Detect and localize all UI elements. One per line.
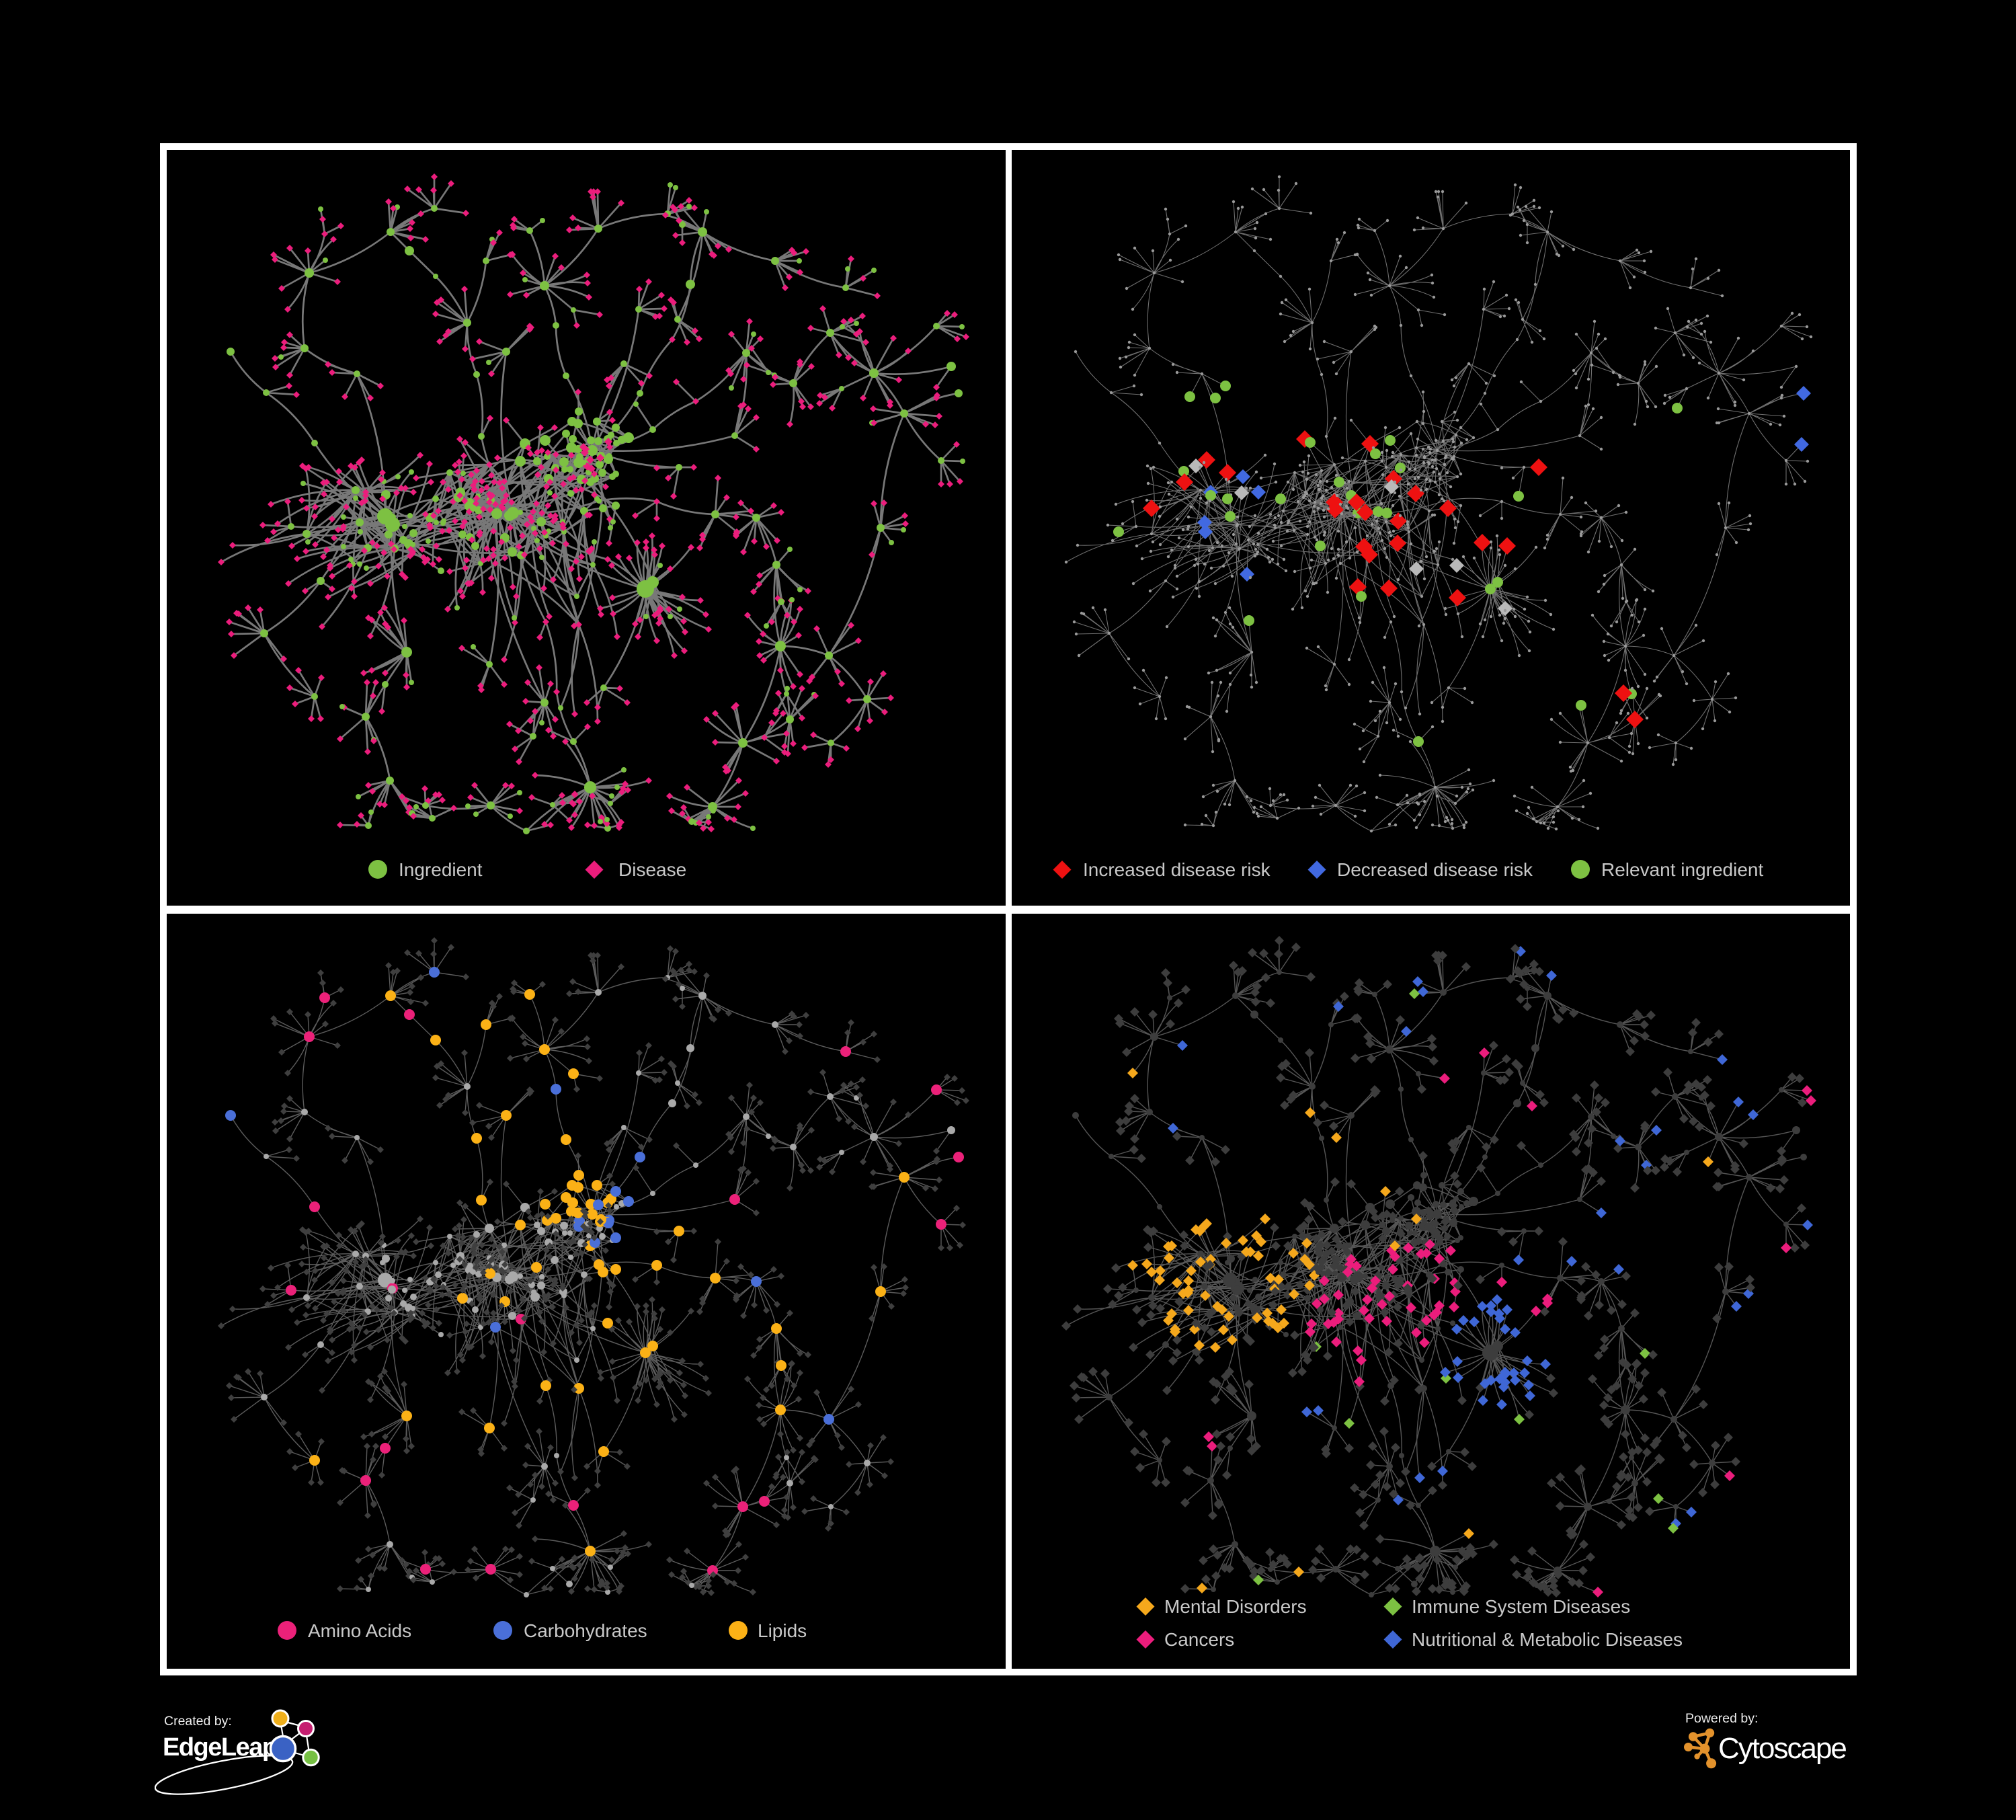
svg-text:Immune System Diseases: Immune System Diseases bbox=[1412, 1596, 1630, 1617]
svg-text:Disease: Disease bbox=[618, 859, 686, 880]
svg-text:Carbohydrates: Carbohydrates bbox=[524, 1620, 647, 1641]
svg-text:Lipids: Lipids bbox=[758, 1620, 807, 1641]
svg-text:Decreased disease risk: Decreased disease risk bbox=[1337, 859, 1533, 880]
svg-text:EdgeLeap: EdgeLeap bbox=[163, 1733, 277, 1762]
svg-text:Ingredient: Ingredient bbox=[399, 859, 483, 880]
svg-text:Powered by:: Powered by: bbox=[1685, 1711, 1758, 1726]
svg-text:Increased disease risk: Increased disease risk bbox=[1083, 859, 1271, 880]
svg-text:Nutritional & Metabolic Diseas: Nutritional & Metabolic Diseases bbox=[1412, 1629, 1683, 1650]
svg-text:Cytoscape: Cytoscape bbox=[1718, 1732, 1846, 1765]
svg-text:Mental Disorders: Mental Disorders bbox=[1164, 1596, 1307, 1617]
svg-text:Cancers: Cancers bbox=[1164, 1629, 1234, 1650]
svg-text:Amino Acids: Amino Acids bbox=[308, 1620, 411, 1641]
svg-text:Created by:: Created by: bbox=[164, 1714, 232, 1729]
svg-text:Relevant ingredient: Relevant ingredient bbox=[1601, 859, 1763, 880]
